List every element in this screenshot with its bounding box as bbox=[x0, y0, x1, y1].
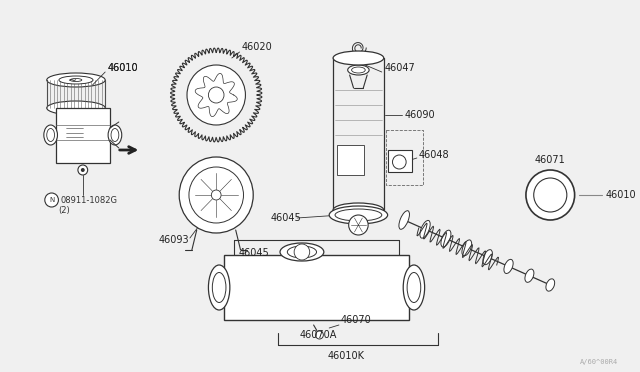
Text: 08911-1082G: 08911-1082G bbox=[60, 196, 117, 205]
Ellipse shape bbox=[525, 269, 534, 282]
Text: 46010: 46010 bbox=[107, 63, 138, 73]
Ellipse shape bbox=[348, 65, 369, 75]
Ellipse shape bbox=[47, 101, 105, 115]
Ellipse shape bbox=[47, 73, 105, 87]
Ellipse shape bbox=[441, 230, 451, 247]
Bar bbox=[337, 145, 364, 175]
Bar bbox=[56, 108, 110, 163]
Text: 46070: 46070 bbox=[341, 315, 372, 325]
Ellipse shape bbox=[47, 128, 54, 141]
Ellipse shape bbox=[504, 259, 513, 273]
Circle shape bbox=[211, 190, 221, 200]
Circle shape bbox=[392, 155, 406, 169]
Ellipse shape bbox=[335, 209, 382, 221]
Ellipse shape bbox=[212, 273, 226, 302]
Text: (2): (2) bbox=[58, 205, 70, 215]
Circle shape bbox=[209, 87, 224, 103]
Ellipse shape bbox=[287, 246, 317, 258]
Text: ~: ~ bbox=[67, 76, 77, 86]
Text: 46020: 46020 bbox=[241, 42, 272, 52]
Ellipse shape bbox=[333, 203, 384, 217]
Ellipse shape bbox=[108, 125, 122, 145]
Ellipse shape bbox=[209, 265, 230, 310]
Circle shape bbox=[294, 244, 310, 260]
Ellipse shape bbox=[70, 78, 82, 81]
Ellipse shape bbox=[111, 128, 119, 141]
Ellipse shape bbox=[399, 211, 410, 229]
Text: 46093: 46093 bbox=[159, 235, 189, 245]
Ellipse shape bbox=[44, 125, 58, 145]
Circle shape bbox=[187, 65, 245, 125]
Text: 46045: 46045 bbox=[239, 248, 269, 258]
Circle shape bbox=[78, 165, 88, 175]
Ellipse shape bbox=[462, 240, 472, 256]
Circle shape bbox=[81, 168, 84, 172]
Ellipse shape bbox=[280, 243, 324, 261]
Ellipse shape bbox=[59, 76, 93, 84]
Ellipse shape bbox=[403, 265, 425, 310]
Bar bbox=[224, 255, 409, 320]
Text: 46010: 46010 bbox=[107, 63, 138, 73]
Ellipse shape bbox=[420, 221, 430, 238]
Circle shape bbox=[189, 167, 243, 223]
Text: 46090: 46090 bbox=[404, 110, 435, 120]
Text: 46070A: 46070A bbox=[300, 330, 337, 340]
Bar bbox=[0, 0, 144, 372]
Text: 46047: 46047 bbox=[385, 63, 415, 73]
Text: 46010: 46010 bbox=[606, 190, 636, 200]
Text: 46010K: 46010K bbox=[327, 351, 364, 361]
Ellipse shape bbox=[351, 67, 365, 73]
Circle shape bbox=[534, 178, 567, 212]
Text: A/60^00R4: A/60^00R4 bbox=[580, 359, 618, 365]
Ellipse shape bbox=[483, 250, 492, 264]
Circle shape bbox=[316, 331, 323, 339]
Bar bbox=[388, 150, 412, 172]
Bar bbox=[144, 10, 602, 355]
Text: 46071: 46071 bbox=[535, 155, 566, 165]
Circle shape bbox=[526, 170, 575, 220]
Circle shape bbox=[349, 215, 368, 235]
Ellipse shape bbox=[329, 206, 388, 224]
Bar bbox=[180, 48, 273, 233]
Circle shape bbox=[45, 193, 58, 207]
Ellipse shape bbox=[333, 51, 384, 65]
Ellipse shape bbox=[546, 279, 555, 291]
Circle shape bbox=[179, 157, 253, 233]
Ellipse shape bbox=[407, 273, 420, 302]
Text: 46045: 46045 bbox=[271, 213, 301, 223]
Text: N: N bbox=[49, 197, 54, 203]
Text: 46048: 46048 bbox=[419, 150, 449, 160]
